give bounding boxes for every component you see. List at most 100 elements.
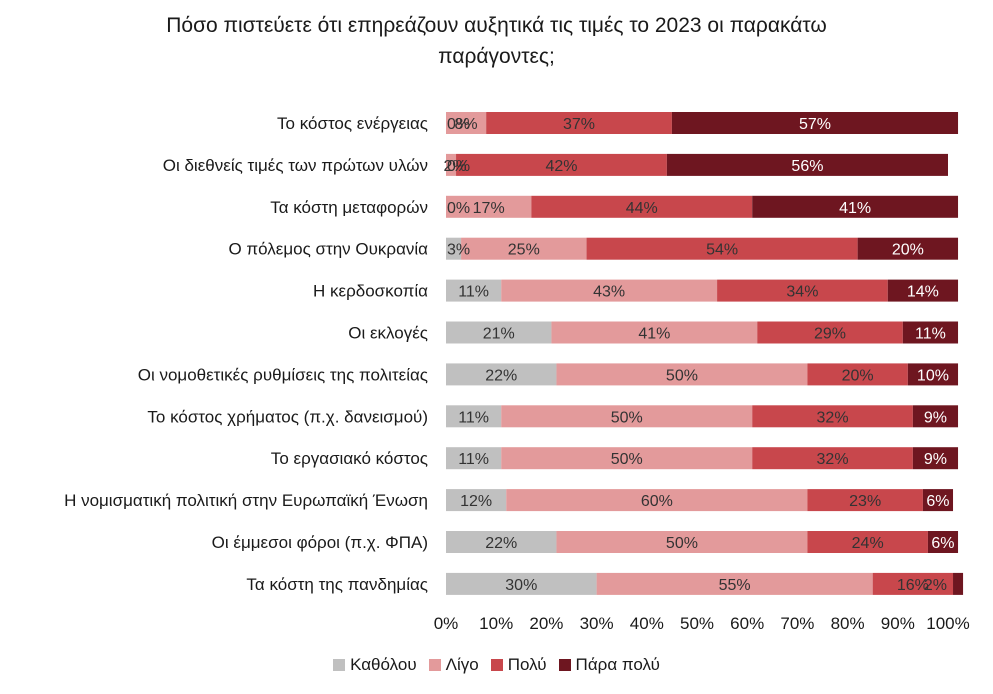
data-label: 50%	[666, 535, 698, 552]
data-label: 22%	[485, 535, 517, 552]
x-tick-label: 80%	[831, 614, 865, 633]
category-label: Οι νομοθετικές ρυθμίσεις της πολιτείας	[138, 365, 428, 384]
category-label: Τα κόστη της πανδημίας	[246, 575, 428, 594]
bar-segment	[446, 195, 532, 218]
data-label: 3%	[447, 242, 470, 259]
bar-segment	[807, 531, 928, 553]
bar-segment	[807, 363, 908, 386]
x-tick-label: 100%	[926, 614, 969, 633]
x-tick-label: 60%	[730, 614, 764, 633]
legend-item: Πολύ	[490, 655, 547, 675]
data-label: 25%	[508, 242, 540, 259]
data-label: 11%	[458, 284, 489, 301]
data-label: 0%	[447, 116, 470, 133]
data-label: 2%	[924, 577, 947, 594]
x-tick-label: 0%	[434, 614, 459, 633]
data-label: 21%	[483, 326, 515, 343]
data-label: 42%	[545, 158, 577, 175]
data-label: 24%	[852, 535, 884, 552]
category-label: Οι έμμεσοι φόροι (π.χ. ΦΠΑ)	[212, 533, 428, 552]
bar-segment	[953, 572, 964, 595]
data-label: 9%	[924, 409, 947, 426]
data-label: 0%	[447, 158, 470, 175]
legend-swatch	[428, 659, 441, 671]
chart-title-line-2: παράγοντες;	[438, 45, 555, 68]
bar-segment	[927, 531, 959, 553]
bar-segment	[446, 405, 502, 428]
data-label: 41%	[638, 326, 670, 343]
bar-segment	[887, 279, 959, 302]
bar-segment	[752, 195, 959, 218]
data-label: 22%	[485, 367, 517, 384]
bar-segment	[556, 531, 808, 553]
data-label: 54%	[706, 242, 738, 259]
data-label: 11%	[458, 451, 489, 468]
data-label: 9%	[924, 451, 947, 468]
legend-label: Λίγο	[445, 655, 479, 674]
bar-segment	[446, 447, 502, 470]
category-label: Η νομισματική πολιτική στην Ευρωπαϊκή Έν…	[64, 491, 428, 510]
bar-segment	[446, 321, 552, 344]
bar-segment	[446, 237, 462, 260]
data-label: 12%	[460, 493, 492, 510]
bars	[446, 112, 964, 595]
data-label: 10%	[917, 367, 949, 384]
bar-segment	[446, 489, 507, 512]
bar-segment	[752, 447, 913, 470]
bar-segment	[912, 447, 959, 470]
bar-segment	[446, 153, 457, 176]
bar-segment	[922, 489, 954, 512]
legend-item: Λίγο	[428, 655, 479, 675]
data-label: 14%	[907, 284, 939, 301]
data-label: 8%	[455, 116, 478, 133]
data-label: 11%	[458, 409, 489, 426]
data-label: 41%	[839, 200, 871, 217]
bar-segment	[902, 321, 959, 344]
legend-label: Καθόλου	[350, 655, 417, 674]
category-label: Τα κόστη μεταφορών	[270, 198, 428, 217]
data-label: 29%	[814, 326, 846, 343]
bar-segment	[872, 572, 954, 595]
data-label: 30%	[505, 577, 537, 594]
x-tick-label: 30%	[580, 614, 614, 633]
bar-segment	[446, 363, 557, 386]
bar-segment	[501, 447, 753, 470]
category-label: Οι εκλογές	[348, 324, 428, 343]
bar-segment	[857, 237, 959, 260]
data-label: 11%	[915, 326, 946, 343]
bar-segment	[531, 195, 753, 218]
chart-title-line-1: Πόσο πιστεύετε ότι επηρεάζουν αυξητικά τ…	[166, 14, 827, 37]
bar-segment	[912, 405, 959, 428]
legend-swatch	[490, 659, 503, 671]
bar-segment	[461, 237, 587, 260]
data-label: 20%	[842, 367, 874, 384]
bar-segment	[501, 279, 718, 302]
bar-segment	[586, 237, 858, 260]
x-tick-label: 20%	[529, 614, 563, 633]
data-label: 0%	[447, 200, 470, 217]
bar-segment	[717, 279, 888, 302]
category-label: Οι διεθνείς τιμές των πρώτων υλών	[163, 156, 428, 175]
data-label: 17%	[473, 200, 505, 217]
bar-segment	[596, 572, 873, 595]
bar-segment	[907, 363, 959, 386]
legend-label: Πάρα πολύ	[575, 655, 660, 674]
bar-segment	[671, 112, 959, 134]
category-label: Το κόστος χρήματος (π.χ. δανεισμού)	[147, 407, 428, 426]
bar-segment	[501, 405, 753, 428]
x-tick-label: 10%	[479, 614, 513, 633]
bar-segment	[446, 531, 557, 553]
data-label: 32%	[817, 409, 849, 426]
category-label: Η κερδοσκοπία	[313, 282, 428, 301]
data-label: 57%	[799, 116, 831, 133]
category-label: Το εργασιακό κόστος	[271, 449, 428, 468]
data-label: 50%	[611, 451, 643, 468]
legend-swatch	[333, 659, 346, 671]
bar-segment	[486, 112, 672, 134]
category-label: Το κόστος ενέργειας	[277, 114, 428, 133]
x-tick-label: 40%	[630, 614, 664, 633]
legend-swatch	[558, 659, 571, 671]
data-label: 37%	[563, 116, 595, 133]
data-label: 6%	[931, 535, 954, 552]
